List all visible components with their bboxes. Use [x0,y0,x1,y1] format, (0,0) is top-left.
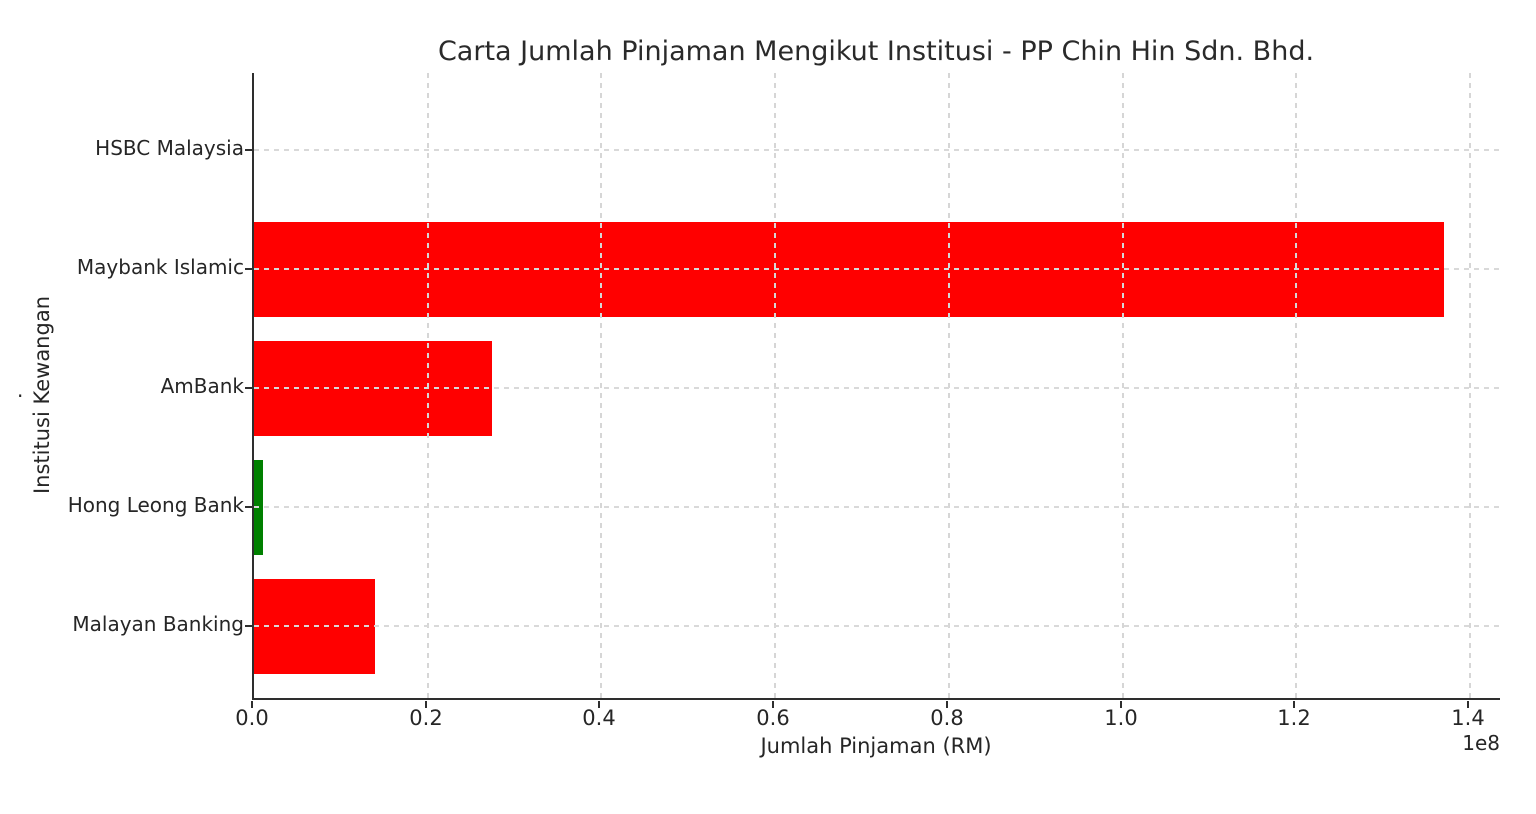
x-gridline [948,73,950,698]
x-tick-mark [425,701,427,708]
y-tick-mark [245,268,253,270]
x-tick-label-0.0: 0.0 [235,706,269,730]
x-tick-mark [1120,701,1122,708]
x-tick-mark [1467,701,1469,708]
x-tick-mark [772,701,774,708]
x-gridline [1469,73,1471,698]
x-axis-scale-offset: 1e8 [1462,731,1500,755]
y-gridline [254,506,1500,508]
x-tick-mark [598,701,600,708]
x-tick-mark [946,701,948,708]
y-tick-mark [245,625,253,627]
y-tick-label-maybank-islamic: Maybank Islamic [76,255,244,279]
x-gridline [1295,73,1297,698]
y-tick-label-hsbc-malaysia: HSBC Malaysia [95,136,244,160]
y-tick-mark [245,387,253,389]
x-gridline [600,73,602,698]
x-tick-label-0.4: 0.4 [582,706,616,730]
plot-area [252,73,1500,700]
y-tick-mark [245,149,253,151]
x-tick-mark [1293,701,1295,708]
y-gridline [254,625,1500,627]
y-gridline [254,268,1500,270]
x-axis-label: Jumlah Pinjaman (RM) [760,734,992,758]
x-gridline [427,73,429,698]
chart-title: Carta Jumlah Pinjaman Mengikut Institusi… [437,36,1315,67]
x-gridline [1122,73,1124,698]
x-tick-label-1.0: 1.0 [1104,706,1138,730]
x-tick-label-1.4: 1.4 [1451,706,1485,730]
y-gridline [254,387,1500,389]
stray-dot-mark: . [17,378,24,402]
y-tick-mark [245,506,253,508]
y-tick-label-malayan-banking: Malayan Banking [72,612,244,636]
x-tick-label-0.8: 0.8 [930,706,964,730]
y-tick-label-ambank: AmBank [160,374,244,398]
x-tick-label-0.6: 0.6 [756,706,790,730]
x-tick-label-0.2: 0.2 [409,706,443,730]
y-gridline [254,149,1500,151]
y-tick-label-hong-leong-bank: Hong Leong Bank [67,493,244,517]
x-tick-mark [251,701,253,708]
x-gridline [774,73,776,698]
x-tick-label-1.2: 1.2 [1277,706,1311,730]
